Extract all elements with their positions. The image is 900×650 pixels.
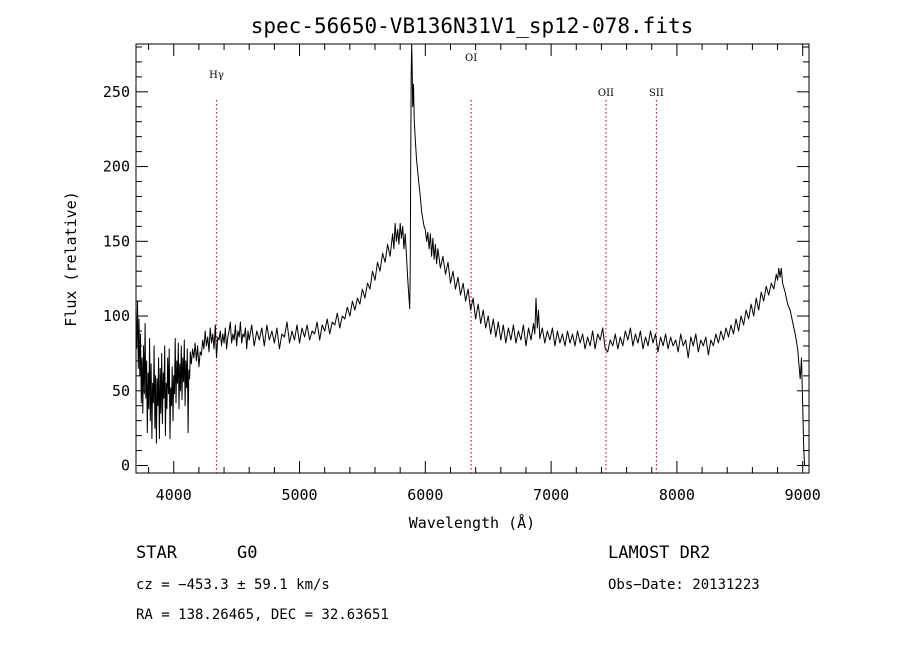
coordinates-readout: RA = 138.26465, DEC = 32.63651 <box>136 607 389 623</box>
x-tick-label: 6000 <box>407 486 443 504</box>
axis-ticks: 4000 5000 6000 7000 8000 9000 0 50 100 150 200 250 <box>103 44 821 504</box>
plot-area: Hγ OI OII SII 4000 5000 6000 7000 8000 9000 0 50 10… <box>103 43 821 504</box>
x-tick-label: 4000 <box>156 486 192 504</box>
survey-name: LAMOST DR2 <box>608 543 710 563</box>
x-tick-label: 9000 <box>785 486 821 504</box>
x-axis-label: Wavelength (Å) <box>409 513 535 532</box>
line-marker-label: Hγ <box>209 70 224 81</box>
object-class: STAR <box>136 543 178 563</box>
object-subclass: G0 <box>237 543 257 563</box>
spectrum-series-line <box>136 43 806 466</box>
line-marker-label: OII <box>598 88 614 99</box>
y-tick-label: 50 <box>112 382 130 400</box>
plot-frame <box>135 43 810 474</box>
y-tick-label: 0 <box>121 457 130 475</box>
y-tick-label: 150 <box>103 232 130 250</box>
y-tick-label: 200 <box>103 158 130 176</box>
x-tick-label: 8000 <box>659 486 695 504</box>
line-markers: Hγ OI OII SII <box>209 53 664 473</box>
line-marker-label: OI <box>465 53 477 64</box>
x-tick-label: 5000 <box>281 486 317 504</box>
observation-date: Obs−Date: 20131223 <box>608 577 760 593</box>
y-tick-label: 100 <box>103 307 130 325</box>
x-tick-label: 7000 <box>533 486 569 504</box>
redshift-readout: cz = −453.3 ± 59.1 km/s <box>136 577 330 593</box>
chart-title: spec-56650-VB136N31V1_sp12-078.fits <box>251 14 694 38</box>
y-axis-label: Flux (relative) <box>62 191 80 326</box>
y-tick-label: 250 <box>103 83 130 101</box>
info-block: STAR G0 LAMOST DR2 cz = −453.3 ± 59.1 km… <box>136 543 760 623</box>
line-marker-label: SII <box>649 88 664 99</box>
